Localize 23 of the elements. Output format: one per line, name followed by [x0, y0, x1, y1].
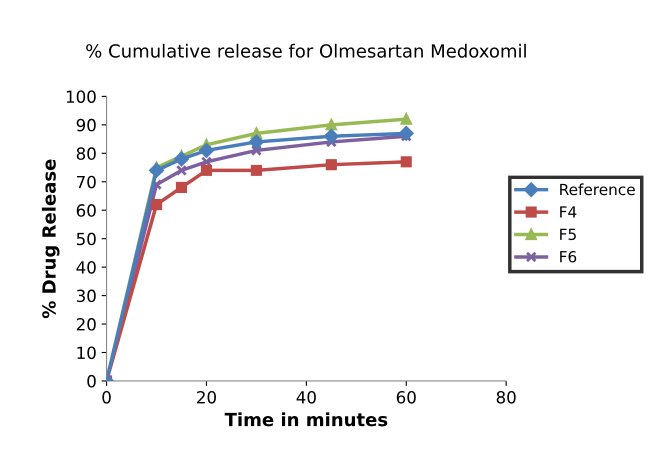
legend-label: Reference: [560, 183, 635, 196]
y-axis-title: % Drug Release: [42, 160, 60, 318]
y-tick-label: 70: [76, 176, 96, 188]
legend-label: F6: [560, 250, 576, 263]
y-tick-label: 60: [76, 204, 96, 217]
y-tick-label: 30: [76, 290, 96, 302]
y-tick-label: 10: [77, 346, 96, 360]
y-tick-label: 50: [76, 232, 96, 246]
y-tick-label: 100: [66, 90, 96, 103]
y-tick-label: 20: [76, 318, 96, 331]
y-tick-label: 90: [76, 118, 96, 132]
legend-label: F5: [560, 228, 576, 240]
x-tick-label: 0: [102, 390, 111, 404]
x-tick-label: 40: [296, 390, 316, 404]
x-tick-label: 60: [396, 390, 416, 404]
y-tick-label: 40: [76, 261, 96, 274]
y-tick-label: 0: [87, 374, 96, 388]
legend-label: F4: [560, 206, 576, 218]
y-tick-label: 80: [76, 147, 96, 160]
x-axis-title: Time in minutes: [224, 412, 388, 426]
x-tick-label: 80: [496, 390, 516, 404]
chart-title: % Cumulative release for Olmesartan Medoxomil: [86, 44, 526, 58]
x-tick-label: 20: [197, 390, 216, 404]
